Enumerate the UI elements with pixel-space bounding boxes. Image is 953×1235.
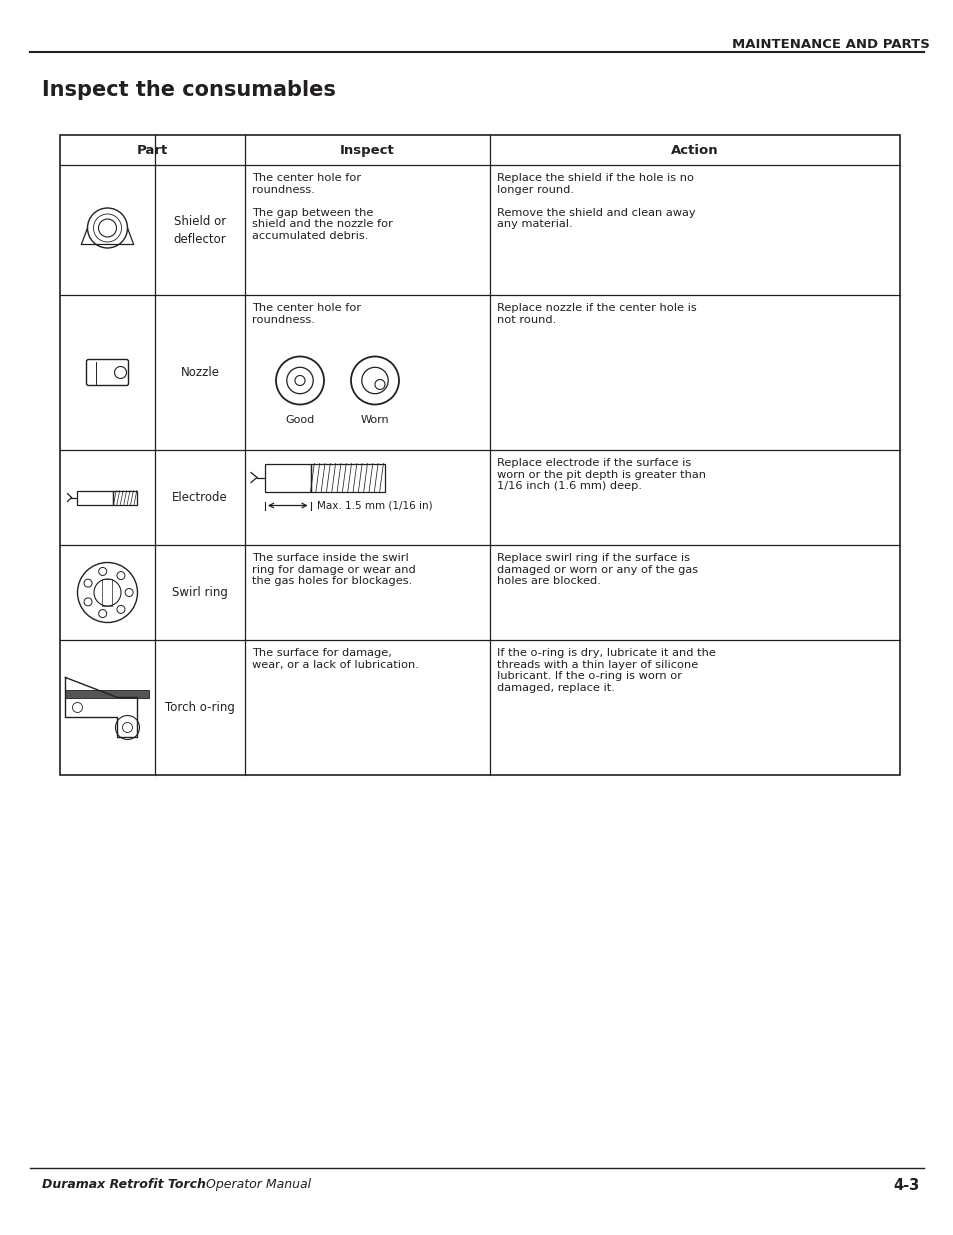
Circle shape [117, 572, 125, 579]
Text: Torch o-ring: Torch o-ring [165, 701, 234, 714]
Text: Replace nozzle if the center hole is
not round.: Replace nozzle if the center hole is not… [497, 303, 696, 325]
Text: Good: Good [285, 415, 314, 425]
Text: Inspect the consumables: Inspect the consumables [42, 80, 335, 100]
Text: Operator Manual: Operator Manual [202, 1178, 311, 1191]
Text: Replace the shield if the hole is no
longer round.

Remove the shield and clean : Replace the shield if the hole is no lon… [497, 173, 695, 230]
Text: Swirl ring: Swirl ring [172, 585, 228, 599]
Text: Part: Part [136, 143, 168, 157]
Circle shape [84, 579, 91, 587]
Bar [311, 463, 385, 492]
Text: Duramax Retrofit Torch: Duramax Retrofit Torch [42, 1178, 206, 1191]
Circle shape [125, 589, 133, 597]
Text: The surface inside the swirl
ring for damage or wear and
the gas holes for block: The surface inside the swirl ring for da… [252, 553, 416, 587]
Circle shape [98, 567, 107, 576]
Text: Max. 1.5 mm (1/16 in): Max. 1.5 mm (1/16 in) [316, 500, 432, 510]
Text: Replace swirl ring if the surface is
damaged or worn or any of the gas
holes are: Replace swirl ring if the surface is dam… [497, 553, 698, 587]
Text: Worn: Worn [360, 415, 389, 425]
Text: The center hole for
roundness.

The gap between the
shield and the nozzle for
ac: The center hole for roundness. The gap b… [252, 173, 393, 241]
Circle shape [84, 598, 91, 606]
Circle shape [117, 605, 125, 614]
Bar [66, 689, 150, 698]
Bar [113, 490, 137, 505]
Text: Replace electrode if the surface is
worn or the pit depth is greater than
1/16 i: Replace electrode if the surface is worn… [497, 458, 705, 492]
Bar [265, 463, 311, 492]
Text: If the o-ring is dry, lubricate it and the
threads with a thin layer of silicone: If the o-ring is dry, lubricate it and t… [497, 648, 715, 693]
Text: MAINTENANCE AND PARTS: MAINTENANCE AND PARTS [731, 38, 929, 51]
Text: Inspect: Inspect [340, 143, 395, 157]
Text: The surface for damage,
wear, or a lack of lubrication.: The surface for damage, wear, or a lack … [252, 648, 418, 669]
Text: The center hole for
roundness.: The center hole for roundness. [252, 303, 361, 325]
Text: Shield or
deflector: Shield or deflector [173, 215, 226, 246]
Circle shape [98, 610, 107, 618]
Bar [77, 490, 113, 505]
Text: Nozzle: Nozzle [180, 366, 219, 379]
Text: Action: Action [671, 143, 718, 157]
Text: 4-3: 4-3 [893, 1178, 919, 1193]
Text: Electrode: Electrode [172, 492, 228, 504]
Bar [102, 579, 112, 605]
Bar [60, 135, 899, 776]
